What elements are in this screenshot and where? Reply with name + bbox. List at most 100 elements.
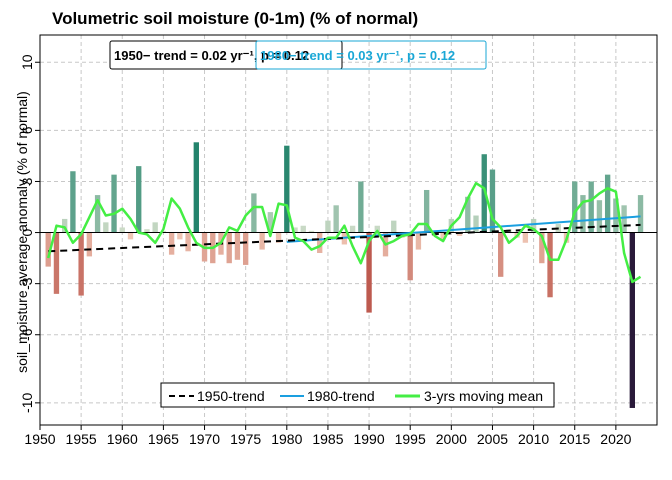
y-tick-label: -6 bbox=[19, 328, 35, 341]
y-tick-label: 0 bbox=[19, 228, 35, 236]
bar bbox=[473, 215, 479, 233]
bar bbox=[325, 220, 331, 233]
bar bbox=[94, 195, 101, 233]
bar bbox=[308, 230, 315, 233]
bar bbox=[251, 193, 257, 233]
bar bbox=[333, 205, 339, 233]
bar bbox=[539, 232, 545, 264]
bar bbox=[119, 227, 125, 233]
bar bbox=[45, 232, 51, 267]
bar bbox=[349, 225, 356, 233]
bar bbox=[588, 181, 594, 233]
plot-frame bbox=[39, 34, 658, 426]
x-tick-label: 2015 bbox=[559, 431, 590, 447]
bar bbox=[366, 232, 372, 313]
bar bbox=[168, 232, 175, 255]
bar bbox=[629, 232, 635, 408]
bar bbox=[70, 171, 76, 233]
bar bbox=[284, 145, 290, 233]
legend-label-1950: 1950-trend bbox=[197, 388, 265, 404]
bars-group bbox=[45, 142, 644, 408]
annotation-box-1980: 1980− trend = 0.03 yr⁻¹, p = 0.12 bbox=[255, 40, 487, 70]
bar bbox=[374, 225, 380, 233]
y-tick-label: 3 bbox=[19, 177, 35, 185]
bar bbox=[111, 174, 117, 233]
bar bbox=[358, 181, 364, 233]
trend-1980-line bbox=[286, 215, 641, 243]
x-tick-label: 1980 bbox=[271, 431, 302, 447]
bar bbox=[177, 232, 183, 240]
bar bbox=[596, 200, 603, 233]
x-tick-label: 1955 bbox=[66, 431, 97, 447]
bar bbox=[465, 196, 471, 233]
bar bbox=[391, 220, 397, 233]
bar bbox=[160, 230, 167, 233]
bar bbox=[103, 222, 109, 233]
trend-1950-line bbox=[48, 223, 641, 253]
grid-lines bbox=[39, 35, 657, 425]
bar bbox=[407, 232, 413, 281]
bar bbox=[423, 189, 430, 233]
bar bbox=[489, 169, 496, 233]
bar bbox=[481, 154, 487, 233]
annotation-1950: 1950− trend = 0.02 yr⁻¹, p = 0.12 bbox=[114, 48, 309, 63]
x-tick-label: 1960 bbox=[107, 431, 138, 447]
y-axis-ticks: -10 -6 -3 0 3 6 10 bbox=[19, 54, 40, 413]
x-tick-label: 1985 bbox=[312, 431, 343, 447]
x-tick-label: 2005 bbox=[477, 431, 508, 447]
y-tick-label: 6 bbox=[19, 126, 35, 134]
annotation-box-1950: 1950− trend = 0.02 yr⁻¹, p = 0.12 bbox=[109, 40, 343, 70]
bar bbox=[547, 232, 553, 298]
y-tick-label: -10 bbox=[19, 393, 35, 413]
bar bbox=[234, 232, 241, 260]
x-tick-label: 2000 bbox=[436, 431, 467, 447]
bar bbox=[267, 212, 274, 233]
chart-title: Volumetric soil moisture (0-1m) (% of no… bbox=[52, 9, 418, 28]
bar bbox=[456, 232, 463, 236]
x-tick-label: 1950 bbox=[24, 431, 55, 447]
bar bbox=[604, 174, 611, 233]
y-axis-label: soil_moisture average anomaly (% of norm… bbox=[14, 91, 30, 373]
bar bbox=[292, 227, 298, 233]
bar bbox=[613, 198, 619, 233]
bar bbox=[53, 232, 60, 294]
bar bbox=[498, 232, 504, 277]
bar bbox=[580, 195, 586, 233]
bar bbox=[522, 232, 529, 243]
bar bbox=[259, 232, 265, 250]
bar bbox=[317, 232, 323, 253]
bar bbox=[86, 232, 93, 257]
x-axis-ticks: 1950 1955 1960 1965 1970 1975 1980 1985 1990 1995… bbox=[24, 425, 632, 447]
x-tick-label: 2010 bbox=[518, 431, 549, 447]
legend: 1950-trend 1980-trend 3-yrs moving mean bbox=[160, 382, 555, 408]
bar bbox=[275, 232, 282, 243]
bar bbox=[136, 166, 142, 233]
bar bbox=[62, 218, 68, 233]
y-tick-label: 10 bbox=[19, 54, 35, 70]
bar bbox=[185, 232, 191, 252]
bar bbox=[144, 229, 150, 233]
bar bbox=[127, 232, 134, 240]
legend-box bbox=[160, 382, 555, 408]
bar bbox=[226, 232, 232, 264]
legend-label-1980: 1980-trend bbox=[307, 388, 375, 404]
bar bbox=[621, 205, 627, 233]
series-lines bbox=[46, 181, 642, 284]
bar bbox=[637, 195, 644, 233]
bar bbox=[78, 232, 84, 296]
y-tick-label: -3 bbox=[19, 277, 35, 290]
bar bbox=[193, 142, 199, 233]
legend-label-moving-mean: 3-yrs moving mean bbox=[424, 388, 543, 404]
moving-mean-line bbox=[46, 181, 642, 284]
x-tick-label: 1990 bbox=[353, 431, 384, 447]
x-tick-label: 2020 bbox=[600, 431, 631, 447]
x-tick-label: 1995 bbox=[395, 431, 426, 447]
bar bbox=[152, 222, 158, 233]
bar bbox=[530, 218, 537, 233]
bar bbox=[572, 181, 578, 233]
bar bbox=[300, 225, 306, 233]
annotation-1980: 1980− trend = 0.03 yr⁻¹, p = 0.12 bbox=[260, 48, 455, 63]
x-tick-label: 1965 bbox=[148, 431, 179, 447]
bar bbox=[415, 232, 422, 250]
